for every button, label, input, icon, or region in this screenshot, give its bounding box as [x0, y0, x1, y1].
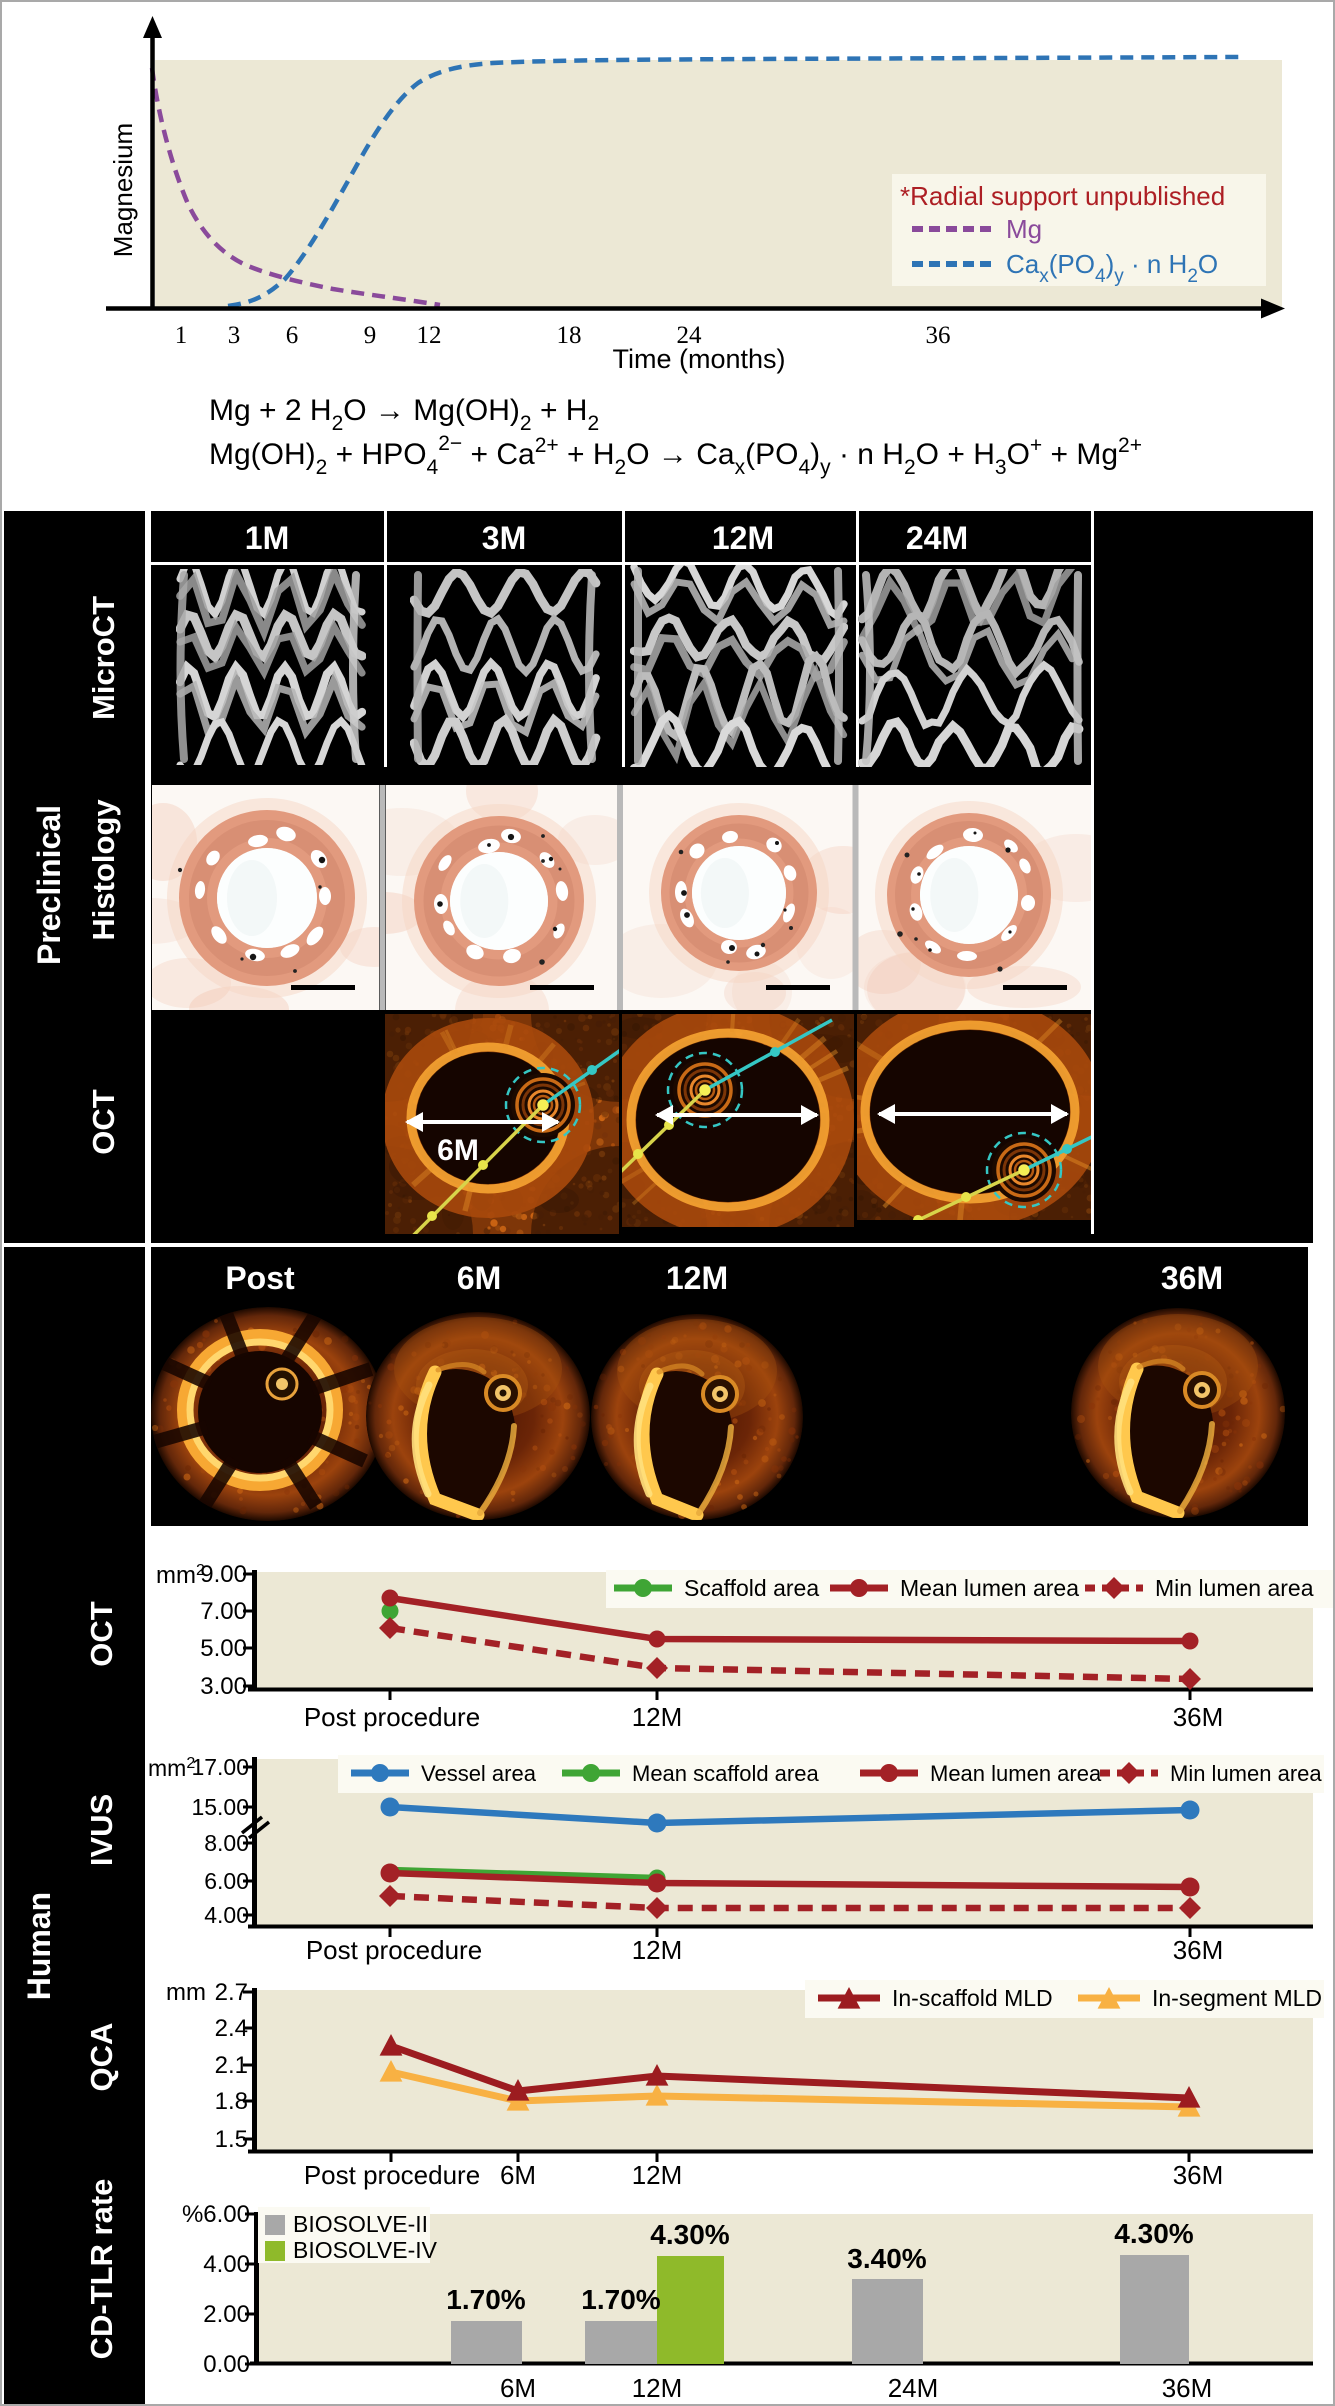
- svg-text:8.00: 8.00: [204, 1830, 249, 1856]
- svg-text:36M: 36M: [1161, 1260, 1223, 1296]
- svg-text:5.00: 5.00: [200, 1635, 247, 1662]
- svg-text:Mean scaffold area: Mean scaffold area: [632, 1761, 819, 1786]
- svg-text:36M: 36M: [1173, 1935, 1224, 1965]
- svg-text:Magnesium: Magnesium: [108, 123, 138, 257]
- svg-text:Post procedure: Post procedure: [304, 2160, 480, 2190]
- svg-text:In-segment MLD: In-segment MLD: [1152, 1985, 1322, 2011]
- svg-text:18: 18: [557, 322, 582, 349]
- svg-text:Min lumen area: Min lumen area: [1155, 1575, 1314, 1601]
- svg-text:6: 6: [286, 322, 299, 349]
- svg-text:6.00: 6.00: [203, 2201, 250, 2228]
- svg-text:Min lumen area: Min lumen area: [1170, 1761, 1322, 1786]
- svg-text:3M: 3M: [482, 520, 526, 556]
- svg-text:QCA: QCA: [84, 2023, 119, 2092]
- svg-text:mm2: mm2: [148, 1755, 195, 1781]
- svg-text:24M: 24M: [888, 2373, 939, 2403]
- svg-text:7.00: 7.00: [200, 1598, 247, 1625]
- svg-text:2.00: 2.00: [203, 2301, 250, 2328]
- svg-text:Mg + 2 H2O → Mg(OH)2 + H2: Mg + 2 H2O → Mg(OH)2 + H2: [209, 394, 599, 435]
- svg-text:*Radial support unpublished: *Radial support unpublished: [900, 181, 1225, 211]
- svg-text:6M: 6M: [457, 1260, 501, 1296]
- svg-text:6M: 6M: [500, 2373, 536, 2403]
- svg-text:mm: mm: [166, 1979, 206, 2006]
- svg-text:24: 24: [677, 322, 703, 349]
- svg-text:Human: Human: [21, 1892, 57, 2000]
- svg-text:Scaffold area: Scaffold area: [684, 1575, 819, 1601]
- svg-text:MicroCT: MicroCT: [86, 596, 121, 720]
- svg-text:36M: 36M: [1173, 2160, 1224, 2190]
- svg-text:OCT: OCT: [84, 1601, 119, 1667]
- svg-text:24M: 24M: [906, 520, 968, 556]
- svg-text:3.00: 3.00: [200, 1673, 247, 1700]
- svg-text:12: 12: [417, 322, 442, 349]
- svg-text:6.00: 6.00: [204, 1868, 249, 1894]
- svg-text:Vessel area: Vessel area: [421, 1761, 537, 1786]
- svg-text:2.4: 2.4: [215, 2015, 248, 2042]
- svg-text:Mg: Mg: [1006, 214, 1042, 244]
- svg-text:Preclinical: Preclinical: [31, 805, 67, 965]
- svg-text:In-scaffold MLD: In-scaffold MLD: [892, 1985, 1053, 2011]
- svg-text:CD-TLR rate: CD-TLR rate: [84, 2179, 119, 2360]
- svg-text:36: 36: [926, 322, 951, 349]
- svg-text:Post procedure: Post procedure: [306, 1935, 482, 1965]
- svg-text:4.00: 4.00: [203, 2251, 250, 2278]
- svg-text:1.70%: 1.70%: [581, 2284, 660, 2315]
- svg-text:%: %: [182, 2201, 203, 2228]
- svg-text:2.1: 2.1: [215, 2052, 248, 2079]
- svg-text:Post: Post: [225, 1260, 295, 1296]
- svg-text:36M: 36M: [1173, 1702, 1224, 1732]
- svg-text:12M: 12M: [632, 1702, 683, 1732]
- svg-text:1.8: 1.8: [215, 2088, 248, 2115]
- svg-text:1.70%: 1.70%: [446, 2284, 525, 2315]
- svg-text:4.30%: 4.30%: [650, 2219, 729, 2250]
- svg-text:12M: 12M: [666, 1260, 728, 1296]
- svg-text:36M: 36M: [1162, 2373, 1213, 2403]
- svg-text:6M: 6M: [437, 1134, 479, 1167]
- svg-text:Post procedure: Post procedure: [304, 1702, 480, 1732]
- svg-text:IVUS: IVUS: [84, 1794, 119, 1866]
- svg-text:9.00: 9.00: [200, 1561, 247, 1588]
- svg-text:17.00: 17.00: [191, 1754, 249, 1780]
- svg-text:BIOSOLVE-IV: BIOSOLVE-IV: [293, 2237, 438, 2263]
- svg-text:Mean lumen area: Mean lumen area: [930, 1761, 1102, 1786]
- svg-text:Mg(OH)2 + HPO42− + Ca2+ + H2O: Mg(OH)2 + HPO42− + Ca2+ + H2O → Cax(PO4)…: [209, 432, 1142, 479]
- svg-text:9: 9: [364, 322, 377, 349]
- svg-text:Time (months): Time (months): [612, 344, 785, 374]
- svg-text:BIOSOLVE-II: BIOSOLVE-II: [293, 2211, 428, 2237]
- svg-text:3.40%: 3.40%: [847, 2243, 926, 2274]
- svg-text:1: 1: [175, 322, 188, 349]
- svg-text:12M: 12M: [632, 1935, 683, 1965]
- svg-text:3: 3: [228, 322, 241, 349]
- svg-text:2.7: 2.7: [215, 1979, 248, 2006]
- svg-text:15.00: 15.00: [191, 1794, 249, 1820]
- svg-text:Mean lumen area: Mean lumen area: [900, 1575, 1079, 1601]
- svg-text:4.30%: 4.30%: [1114, 2218, 1193, 2249]
- svg-text:1M: 1M: [245, 520, 289, 556]
- svg-text:Histology: Histology: [86, 799, 121, 941]
- svg-text:0.00: 0.00: [203, 2351, 250, 2378]
- svg-text:4.00: 4.00: [204, 1902, 249, 1928]
- svg-text:12M: 12M: [632, 2373, 683, 2403]
- svg-text:12M: 12M: [632, 2160, 683, 2190]
- svg-text:mm2: mm2: [156, 1562, 205, 1589]
- svg-text:12M: 12M: [712, 520, 774, 556]
- svg-text:6M: 6M: [500, 2160, 536, 2190]
- svg-text:1.5: 1.5: [215, 2126, 248, 2153]
- svg-text:OCT: OCT: [86, 1089, 121, 1155]
